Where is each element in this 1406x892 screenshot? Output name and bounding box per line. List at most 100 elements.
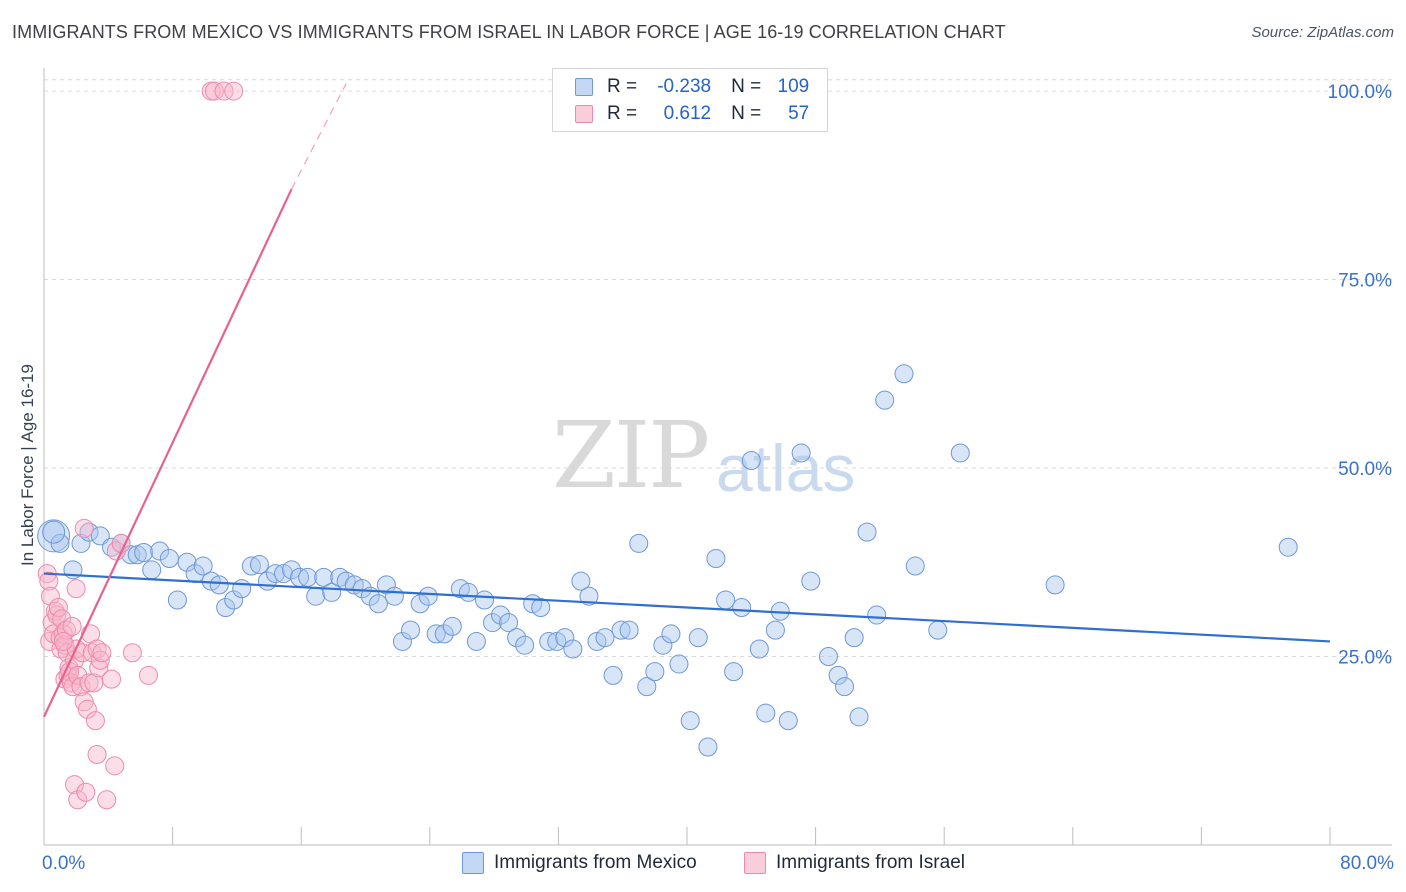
mexico-point <box>732 598 752 618</box>
mexico-point <box>265 564 285 584</box>
mexico-point <box>142 560 162 580</box>
mexico-point <box>241 556 261 576</box>
israel-point <box>68 790 88 810</box>
mexico-point <box>482 613 502 633</box>
israel-point <box>52 609 72 629</box>
mexico-point <box>724 662 744 682</box>
mexico-point <box>368 594 388 614</box>
mexico-point <box>352 579 372 599</box>
legend-label-israel: Immigrants from Israel <box>776 852 965 873</box>
mexico-point <box>571 571 591 591</box>
mexico-point <box>828 665 848 685</box>
r-label: R = <box>607 103 638 124</box>
mexico-point <box>209 575 229 595</box>
israel-point <box>102 669 122 689</box>
mexico-point <box>661 624 681 644</box>
y-tick-label: 50.0% <box>1338 459 1392 480</box>
mexico-point <box>595 628 615 648</box>
stats-legend-row-mexico: R = -0.238 N = 109 <box>575 75 809 99</box>
mexico-point <box>637 677 657 697</box>
mexico-point <box>801 571 821 591</box>
mexico-point <box>791 443 811 463</box>
israel-point <box>97 790 117 810</box>
bottom-legend-israel: Immigrants from Israel <box>744 852 965 874</box>
mexico-point <box>232 579 252 599</box>
mexico-point <box>749 639 769 659</box>
mexico-point <box>442 616 462 636</box>
mexico-point <box>515 635 535 655</box>
mexico-point <box>507 628 527 648</box>
mexico-point <box>741 451 761 470</box>
legend-swatch-pink <box>575 105 593 123</box>
mexico-point <box>857 522 877 542</box>
mexico-point <box>134 542 154 562</box>
x-tick-label-max: 80.0% <box>1340 853 1394 874</box>
israel-point <box>122 643 142 663</box>
legend-swatch-blue <box>462 852 484 874</box>
israel-point <box>77 699 97 719</box>
israel-trend-extension <box>291 83 347 190</box>
israel-point <box>68 665 88 685</box>
israel-point <box>214 81 234 101</box>
mexico-point <box>778 711 798 731</box>
mexico-point <box>716 590 736 610</box>
mexico-point <box>563 639 583 659</box>
mexico-point <box>216 598 236 618</box>
r-value: 0.612 <box>663 103 712 124</box>
chart-title: IMMIGRANTS FROM MEXICO VS IMMIGRANTS FRO… <box>12 22 1006 42</box>
n-value: 57 <box>788 103 810 124</box>
mexico-point <box>474 590 494 610</box>
mexico-point <box>499 613 519 633</box>
legend-swatch-blue <box>575 78 593 96</box>
mexico-point <box>698 737 718 757</box>
x-tick-label-min: 0.0% <box>42 853 86 874</box>
mexico-point <box>401 620 421 640</box>
y-tick-label: 75.0% <box>1338 271 1392 292</box>
israel-point <box>57 620 77 640</box>
israel-point <box>74 692 94 712</box>
israel-point <box>79 673 99 693</box>
mexico-point <box>603 665 623 685</box>
israel-point <box>138 665 158 685</box>
mexico-point <box>680 711 700 731</box>
mexico-point <box>224 590 244 610</box>
mexico-point <box>1045 575 1065 595</box>
israel-point <box>87 745 107 765</box>
mexico-point <box>905 556 925 576</box>
mexico-point <box>765 620 785 640</box>
y-tick-label: 100.0% <box>1328 82 1393 103</box>
bottom-legend-mexico: Immigrants from Mexico <box>462 852 697 874</box>
mexico-point <box>159 549 179 569</box>
israel-point <box>74 518 94 538</box>
mexico-point <box>384 586 404 606</box>
israel-point <box>224 81 244 101</box>
israel-point <box>90 650 110 670</box>
mexico-point <box>150 541 170 561</box>
mexico-point <box>193 556 213 576</box>
mexico-point <box>298 567 318 587</box>
watermark-atlas: atlas <box>716 431 856 505</box>
n-label: N = <box>731 103 762 124</box>
israel-point <box>66 579 86 599</box>
mexico-trend-line <box>43 572 1331 643</box>
mexico-point <box>1278 537 1298 557</box>
mexico-point <box>410 594 430 614</box>
israel-point <box>48 598 68 618</box>
mexico-point <box>849 707 869 727</box>
n-value: 109 <box>777 76 810 97</box>
mexico-point <box>867 605 887 625</box>
legend-swatch-pink <box>744 852 766 874</box>
mexico-point <box>42 520 66 544</box>
mexico-point <box>950 443 970 463</box>
israel-point <box>89 658 109 678</box>
israel-trend-line <box>43 188 293 718</box>
mexico-point <box>928 620 948 640</box>
israel-point <box>65 775 85 795</box>
mexico-point <box>645 662 665 682</box>
mexico-point <box>71 533 91 553</box>
mexico-point <box>531 598 551 618</box>
israel-point <box>204 81 224 101</box>
mexico-point <box>376 575 396 595</box>
mexico-point <box>611 620 631 640</box>
mexico-point <box>282 560 302 580</box>
